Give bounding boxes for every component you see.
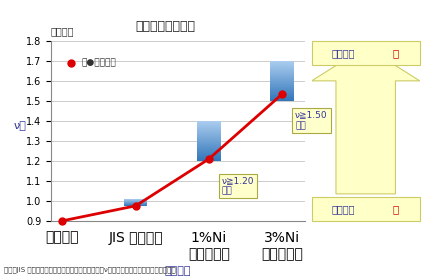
Bar [197,141,220,142]
Bar [197,159,220,160]
Bar [197,136,220,137]
Bar [197,140,220,141]
Bar [270,82,294,83]
Bar [197,137,220,138]
Bar [270,66,294,67]
Bar [270,90,294,91]
Bar [197,121,220,122]
Bar [197,153,220,154]
Bar [197,130,220,131]
Bar [197,128,220,129]
Bar [197,129,220,130]
Text: ν≧1.20
保証: ν≧1.20 保証 [222,176,254,196]
Bar [197,134,220,135]
Bar [197,144,220,145]
Bar [270,94,294,95]
Bar [270,77,294,78]
Bar [197,125,220,126]
Bar [270,99,294,100]
Bar [197,156,220,157]
Bar [270,87,294,88]
Bar [197,154,220,155]
Bar [197,157,220,158]
Bar [197,145,220,146]
Text: （参考）: （参考） [51,26,74,36]
Bar [270,74,294,75]
Text: 耐候性能について: 耐候性能について [135,20,195,33]
Bar [270,75,294,76]
Bar [197,152,220,153]
Bar [270,73,294,74]
Bar [270,86,294,87]
Bar [270,85,294,86]
Bar [197,123,220,124]
Bar [270,67,294,68]
Bar [270,70,294,71]
Bar [270,61,294,62]
Bar [197,127,220,128]
Bar [197,135,220,136]
Bar [197,131,220,132]
Bar [197,142,220,143]
Bar [197,143,220,144]
Text: 高: 高 [393,48,399,58]
Text: 耐候性能: 耐候性能 [331,204,354,214]
Bar [270,95,294,96]
FancyBboxPatch shape [312,41,420,65]
Bar [197,160,220,161]
Text: 耐候性能: 耐候性能 [331,48,354,58]
Bar [270,62,294,63]
Bar [270,89,294,90]
Bar [270,63,294,64]
Bar [270,64,294,65]
Bar [197,155,220,156]
Bar [270,92,294,93]
Bar [197,146,220,147]
Bar [197,139,220,140]
Text: （注）JIS 耐候性鋼は、各合金元素毎の規定のみでν値規定はないため実績レベルで表記: （注）JIS 耐候性鋼は、各合金元素毎の規定のみでν値規定はないため実績レベルで… [4,267,176,273]
Bar [197,149,220,150]
Bar [270,65,294,66]
Bar [270,78,294,79]
FancyBboxPatch shape [312,198,420,221]
Bar [197,126,220,127]
Bar [197,124,220,125]
Bar [197,158,220,159]
Bar [197,132,220,133]
Bar [270,76,294,77]
Text: ν≧1.50
保証: ν≧1.50 保証 [295,110,328,130]
Bar [270,71,294,72]
Bar [270,88,294,89]
Bar [270,69,294,70]
Bar [270,68,294,69]
Bar [270,97,294,98]
Bar [197,150,220,151]
Bar [270,91,294,92]
Bar [270,83,294,84]
Bar [270,80,294,81]
Bar [270,79,294,80]
Bar [270,100,294,101]
Bar [197,147,220,148]
Polygon shape [312,47,420,194]
X-axis label: 鋼材種類: 鋼材種類 [165,266,191,276]
Bar [197,138,220,139]
Bar [270,93,294,94]
Text: （●実績例）: （●実績例） [81,59,116,67]
Bar [270,84,294,85]
Bar [197,133,220,134]
Bar [270,96,294,97]
Bar [270,72,294,73]
Bar [197,148,220,149]
Y-axis label: ν値: ν値 [14,121,27,131]
Bar [270,81,294,82]
Bar [197,122,220,123]
Text: 低: 低 [393,204,399,214]
Bar [270,98,294,99]
Bar [197,151,220,152]
